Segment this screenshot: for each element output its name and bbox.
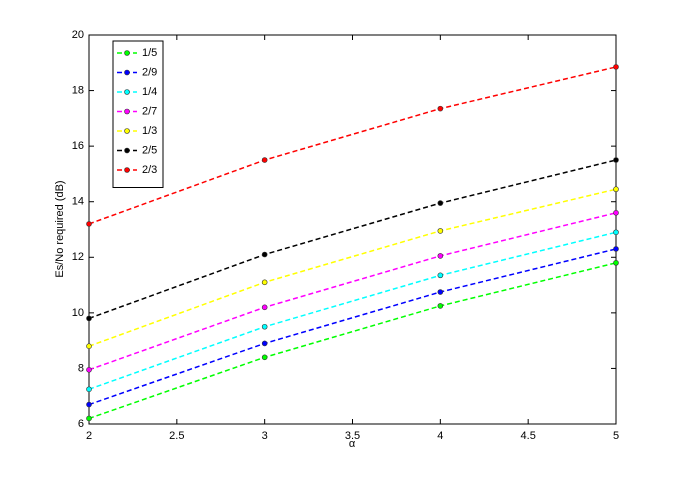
data-point bbox=[613, 186, 619, 193]
data-point bbox=[613, 157, 619, 163]
x-tick-label: 5 bbox=[613, 430, 619, 442]
legend-marker bbox=[124, 89, 130, 95]
x-tick-label: 4.5 bbox=[521, 430, 536, 442]
data-point bbox=[86, 415, 92, 422]
y-tick-label: 10 bbox=[72, 307, 84, 319]
legend-marker bbox=[124, 167, 130, 173]
x-tick-label: 2 bbox=[86, 430, 92, 442]
x-axis-label: α bbox=[349, 438, 356, 450]
data-point bbox=[261, 304, 268, 311]
legend-box bbox=[112, 40, 164, 188]
data-point bbox=[437, 272, 444, 279]
legend-label: 2/7 bbox=[142, 105, 157, 117]
legend-label: 2/5 bbox=[142, 144, 157, 156]
legend-marker bbox=[124, 128, 130, 134]
data-point bbox=[613, 64, 619, 70]
legend-label: 2/9 bbox=[142, 66, 157, 78]
y-tick-label: 12 bbox=[72, 251, 84, 263]
series-line bbox=[88, 231, 617, 390]
legend-marker bbox=[124, 147, 130, 154]
data-point bbox=[86, 221, 92, 227]
series-line bbox=[88, 248, 617, 406]
legend-marker bbox=[124, 69, 130, 76]
data-point bbox=[86, 367, 92, 373]
data-point bbox=[86, 401, 92, 408]
legend-label: 1/5 bbox=[142, 47, 157, 59]
data-point bbox=[613, 229, 619, 236]
y-tick-label: 18 bbox=[72, 84, 84, 96]
y-tick-label: 16 bbox=[72, 140, 84, 152]
y-axis-label: Es/No required (dB) bbox=[54, 180, 66, 277]
series-line bbox=[88, 66, 617, 225]
data-point bbox=[613, 260, 619, 266]
x-tick-label: 3.5 bbox=[345, 430, 360, 442]
legend-label: 1/4 bbox=[142, 86, 157, 98]
data-point bbox=[613, 246, 619, 252]
data-point bbox=[86, 386, 92, 393]
x-tick-label: 3 bbox=[262, 430, 268, 442]
x-tick-label: 2.5 bbox=[169, 430, 184, 442]
series-line bbox=[88, 212, 617, 371]
legend-label: 2/3 bbox=[142, 164, 157, 176]
data-point bbox=[437, 253, 444, 259]
data-point bbox=[261, 279, 268, 286]
data-point bbox=[86, 315, 92, 322]
data-point bbox=[261, 354, 268, 361]
x-tick-label: 4 bbox=[437, 430, 443, 442]
data-point bbox=[261, 157, 268, 163]
data-point bbox=[437, 289, 444, 295]
data-point bbox=[437, 200, 444, 206]
series-line bbox=[88, 188, 617, 347]
series-line bbox=[88, 262, 617, 420]
legend-marker bbox=[124, 50, 130, 56]
legend-marker bbox=[124, 108, 130, 115]
data-point bbox=[86, 343, 92, 350]
data-point bbox=[437, 303, 444, 309]
data-point bbox=[261, 251, 268, 258]
data-point bbox=[437, 105, 444, 112]
y-tick-label: 20 bbox=[72, 29, 84, 41]
data-point bbox=[613, 210, 619, 216]
legend-label: 1/3 bbox=[142, 125, 157, 137]
y-tick-label: 8 bbox=[78, 362, 84, 374]
y-tick-label: 14 bbox=[72, 196, 84, 208]
data-point bbox=[437, 228, 444, 234]
data-point bbox=[261, 340, 268, 347]
y-tick-label: 6 bbox=[78, 418, 84, 430]
series-line bbox=[88, 159, 617, 320]
data-point bbox=[261, 323, 268, 330]
